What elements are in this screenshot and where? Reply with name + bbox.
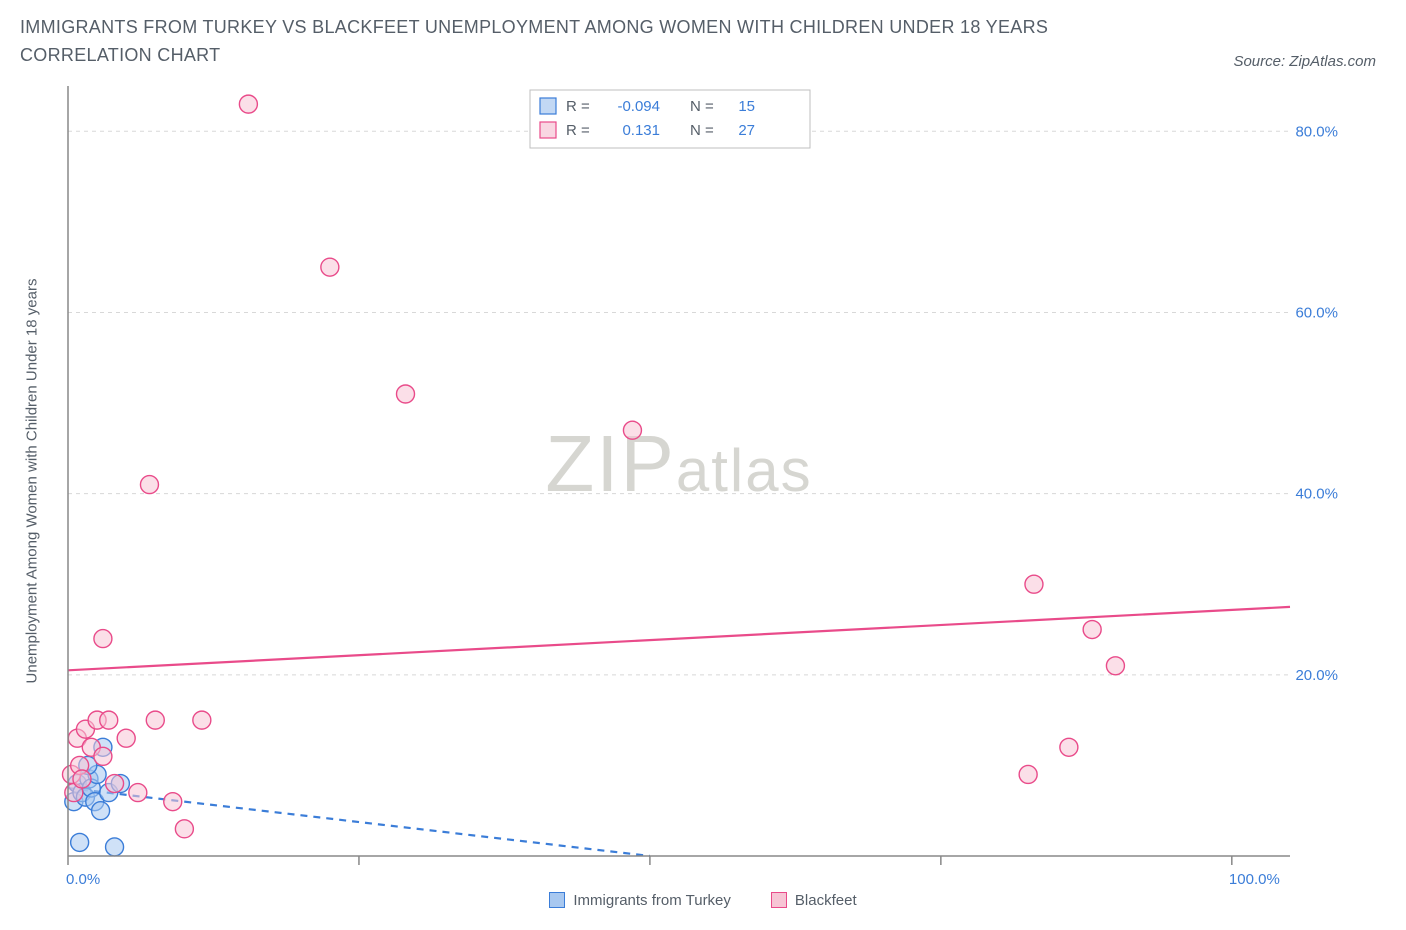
data-point bbox=[100, 711, 118, 729]
data-point bbox=[106, 838, 124, 856]
legend-r-value: -0.094 bbox=[617, 98, 660, 115]
svg-text:R =: R = bbox=[566, 122, 590, 139]
legend-swatch bbox=[771, 892, 787, 908]
data-point bbox=[1106, 657, 1124, 675]
scatter-chart: 20.0% 40.0% 60.0% 80.0% ZIPatlas 0.0% 100.0% R … bbox=[20, 76, 1340, 886]
svg-text:N =: N = bbox=[690, 122, 714, 139]
data-point bbox=[146, 711, 164, 729]
watermark: ZIPatlas bbox=[545, 419, 812, 508]
data-point bbox=[1025, 575, 1043, 593]
legend-item: Immigrants from Turkey bbox=[549, 892, 731, 909]
svg-text:R =: R = bbox=[566, 98, 590, 115]
trend-line bbox=[68, 788, 650, 856]
data-point bbox=[1083, 620, 1101, 638]
data-point bbox=[321, 258, 339, 276]
legend-item: Blackfeet bbox=[771, 892, 857, 909]
source-text: Source: ZipAtlas.com bbox=[1233, 53, 1386, 70]
data-point bbox=[71, 833, 89, 851]
data-point bbox=[140, 475, 158, 493]
x-tick-label: 0.0% bbox=[66, 871, 100, 886]
data-point bbox=[164, 792, 182, 810]
y-axis-label: Unemployment Among Women with Children U… bbox=[24, 278, 41, 683]
stats-legend: R = -0.094 N = 15 R = 0.131 N = 27 bbox=[530, 90, 810, 148]
data-point bbox=[1060, 738, 1078, 756]
x-tick-label: 100.0% bbox=[1229, 871, 1280, 886]
svg-text:N =: N = bbox=[690, 98, 714, 115]
legend-label: Blackfeet bbox=[795, 892, 857, 909]
data-point bbox=[73, 770, 91, 788]
data-point bbox=[239, 95, 257, 113]
legend-n-value: 27 bbox=[738, 122, 755, 139]
legend-swatch bbox=[549, 892, 565, 908]
bottom-legend: Immigrants from Turkey Blackfeet bbox=[20, 892, 1386, 909]
y-tick-label: 20.0% bbox=[1295, 667, 1338, 684]
trend-line bbox=[68, 607, 1290, 670]
y-tick-label: 60.0% bbox=[1295, 304, 1338, 321]
data-point bbox=[94, 747, 112, 765]
y-tick-label: 80.0% bbox=[1295, 123, 1338, 140]
chart-title: IMMIGRANTS FROM TURKEY VS BLACKFEET UNEM… bbox=[20, 14, 1120, 70]
data-point bbox=[623, 421, 641, 439]
data-point bbox=[94, 629, 112, 647]
data-point bbox=[175, 820, 193, 838]
data-point bbox=[106, 774, 124, 792]
data-point bbox=[193, 711, 211, 729]
y-tick-label: 40.0% bbox=[1295, 485, 1338, 502]
data-point bbox=[397, 385, 415, 403]
data-point bbox=[92, 801, 110, 819]
data-point bbox=[117, 729, 135, 747]
legend-label: Immigrants from Turkey bbox=[573, 892, 731, 909]
legend-n-value: 15 bbox=[738, 98, 755, 115]
data-point bbox=[129, 783, 147, 801]
legend-r-value: 0.131 bbox=[622, 122, 660, 139]
data-point bbox=[1019, 765, 1037, 783]
